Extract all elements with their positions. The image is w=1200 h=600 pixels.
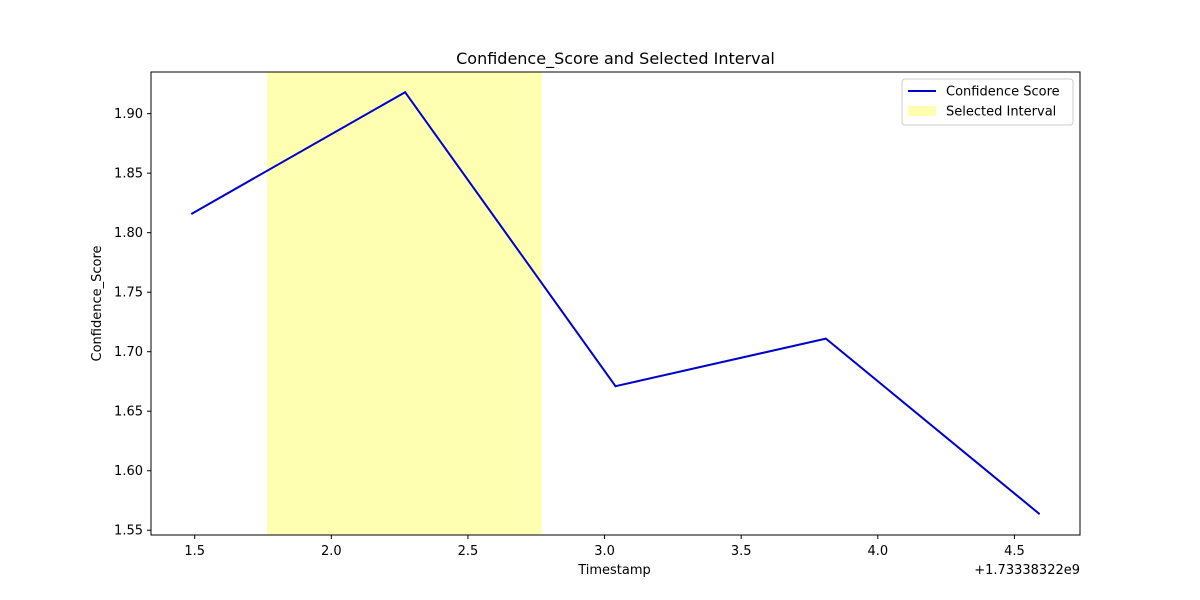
legend-patch-swatch bbox=[908, 106, 936, 116]
x-tick-label: 2.5 bbox=[458, 544, 479, 559]
y-tick-label: 1.75 bbox=[114, 286, 143, 301]
x-tick-label: 3.5 bbox=[731, 544, 752, 559]
x-axis-label: Timestamp bbox=[577, 563, 651, 578]
x-tick-label: 4.0 bbox=[867, 544, 888, 559]
data-point bbox=[1038, 512, 1041, 515]
selected-interval-span bbox=[267, 72, 542, 535]
x-tick-label: 2.0 bbox=[321, 544, 342, 559]
x-axis-offset-text: +1.73338322e9 bbox=[974, 563, 1080, 578]
data-point bbox=[614, 385, 617, 388]
y-tick-label: 1.80 bbox=[114, 226, 143, 241]
y-tick-label: 1.60 bbox=[114, 464, 143, 479]
plot-area-frame bbox=[150, 71, 1081, 536]
data-point bbox=[404, 91, 407, 94]
legend-box bbox=[901, 78, 1074, 126]
legend-label-confidence-score: Confidence Score bbox=[946, 85, 1060, 100]
y-axis-label: Confidence_Score bbox=[90, 245, 105, 361]
chart-title: Confidence_Score and Selected Interval bbox=[456, 49, 775, 69]
x-tick-label: 4.5 bbox=[1004, 544, 1025, 559]
y-tick-label: 1.90 bbox=[114, 107, 143, 122]
x-tick-label: 3.0 bbox=[594, 544, 615, 559]
legend: Confidence Score Selected Interval bbox=[901, 78, 1074, 126]
y-tick-label: 1.85 bbox=[114, 167, 143, 182]
y-tick-label: 1.55 bbox=[114, 524, 143, 539]
legend-label-selected-interval: Selected Interval bbox=[946, 105, 1056, 120]
y-tick-label: 1.65 bbox=[114, 405, 143, 420]
x-tick-label: 1.5 bbox=[184, 544, 205, 559]
y-tick-label: 1.70 bbox=[114, 345, 143, 360]
data-point bbox=[824, 337, 827, 340]
data-point bbox=[190, 212, 193, 215]
